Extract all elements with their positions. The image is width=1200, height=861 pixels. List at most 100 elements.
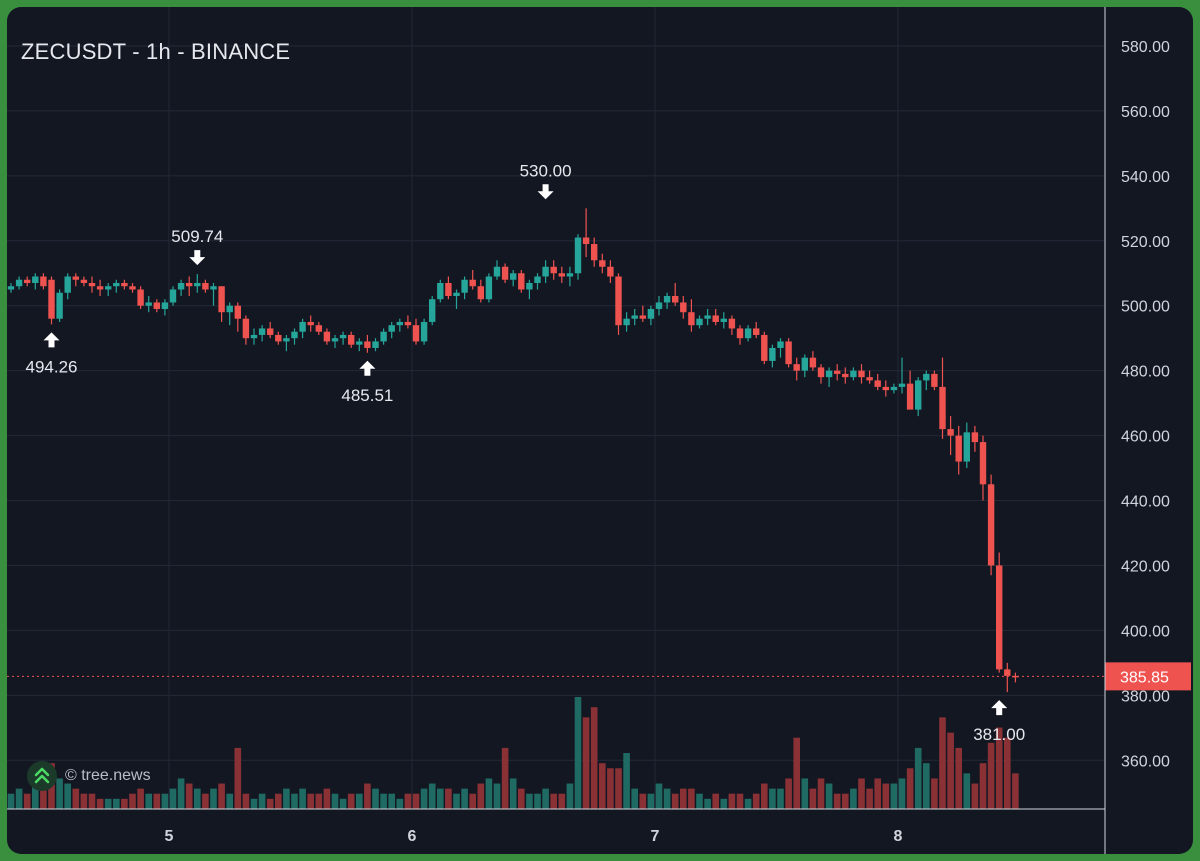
- volume-bar: [704, 798, 711, 809]
- candle-body: [169, 289, 177, 303]
- volume-bar: [607, 768, 614, 809]
- candle-body: [809, 357, 817, 368]
- volume-bars: [7, 697, 1019, 809]
- candle-body: [582, 237, 590, 245]
- candle-body: [688, 312, 695, 326]
- volume-bar: [412, 793, 420, 809]
- volume-bar: [655, 783, 663, 809]
- arrow-down-icon: [537, 184, 554, 200]
- candle-body: [696, 318, 703, 326]
- y-tick-label: 480.00: [1121, 364, 1170, 381]
- candle-body: [15, 279, 23, 287]
- candle-body: [242, 318, 250, 339]
- volume-bar: [696, 793, 703, 809]
- candle-body: [834, 370, 841, 374]
- candle-body: [955, 435, 962, 462]
- candle-body: [24, 279, 31, 283]
- candle-body: [202, 282, 209, 290]
- volume-bar: [169, 788, 177, 809]
- candle-body: [971, 432, 979, 443]
- price-annotations: 494.26 509.74 485.51 530.00 381.00: [26, 161, 1026, 744]
- candle-body: [32, 276, 39, 283]
- arrow-up-icon: [43, 332, 60, 348]
- volume-bar: [858, 778, 865, 809]
- candle-body: [704, 315, 711, 319]
- candle-body: [898, 383, 906, 387]
- volume-bar: [680, 788, 687, 809]
- candle-body: [194, 282, 201, 287]
- volume-bar: [995, 727, 1003, 809]
- volume-bar: [720, 798, 728, 809]
- candle-body: [48, 279, 55, 319]
- candle-body: [915, 380, 922, 410]
- candle-body: [161, 302, 169, 309]
- volume-bar: [639, 793, 647, 809]
- volume-bar: [631, 788, 638, 809]
- candle-body: [56, 292, 63, 319]
- candle-body: [258, 328, 266, 335]
- candle-body: [291, 331, 298, 339]
- candle-body: [623, 318, 630, 326]
- volume-bar: [914, 747, 922, 809]
- volume-bar: [129, 793, 136, 809]
- y-tick-label: 360.00: [1121, 753, 1170, 770]
- axes: 580.00 560.00 540.00 520.00 500.00 480.00 460.…: [7, 7, 1170, 854]
- candle-body: [663, 295, 671, 303]
- volume-bar: [939, 717, 946, 809]
- volume-bar: [477, 783, 485, 809]
- volume-bar: [955, 747, 962, 809]
- volume-bar: [23, 793, 31, 809]
- arrow-up-icon: [991, 700, 1008, 716]
- volume-bar: [226, 793, 233, 809]
- candle-body: [121, 282, 128, 287]
- candle-body: [607, 266, 614, 277]
- volume-bar: [364, 783, 371, 809]
- candle-body: [477, 286, 484, 300]
- volume-bar: [40, 788, 47, 809]
- candle-body: [331, 338, 339, 342]
- volume-bar: [258, 793, 266, 809]
- volume-bar: [882, 783, 890, 809]
- volume-bar: [647, 793, 655, 809]
- x-tick-label: 6: [407, 828, 416, 845]
- last-price-label: 385.85: [1120, 669, 1169, 686]
- candle-body: [177, 282, 185, 290]
- candle-body: [412, 325, 420, 342]
- chart-title: ZECUSDT - 1h - BINANCE: [21, 39, 291, 64]
- candle-body: [339, 334, 347, 339]
- volume-bar: [623, 753, 630, 809]
- candle-body: [80, 279, 88, 283]
- volume-bar: [145, 793, 152, 809]
- candle-body: [672, 295, 679, 303]
- candle-body: [88, 282, 96, 287]
- volume-bar: [785, 778, 792, 809]
- candle-body: [550, 266, 557, 274]
- candle-body: [777, 341, 784, 348]
- volume-bar: [777, 788, 784, 809]
- candle-body: [315, 325, 322, 332]
- volume-bar: [574, 697, 582, 809]
- volume-bar: [1012, 773, 1019, 809]
- volume-bar: [550, 793, 557, 809]
- volume-bar: [80, 793, 88, 809]
- volume-bar: [428, 783, 436, 809]
- candle-body: [485, 276, 493, 300]
- volume-bar: [161, 793, 169, 809]
- candle-body: [226, 305, 233, 313]
- candle-body: [801, 357, 808, 371]
- grid-lines: [7, 7, 1105, 809]
- volume-bar: [615, 768, 622, 809]
- volume-bar: [890, 783, 898, 809]
- candle-body: [186, 282, 193, 287]
- volume-bar: [380, 793, 387, 809]
- candle-body: [655, 302, 663, 309]
- candle-body: [113, 282, 120, 287]
- volume-bar: [566, 783, 574, 809]
- volume-bar: [874, 778, 881, 809]
- candle-body: [283, 338, 290, 342]
- candle-body: [469, 279, 476, 287]
- y-tick-label: 440.00: [1121, 494, 1170, 511]
- candle-body: [267, 328, 274, 335]
- candle-body: [72, 276, 79, 280]
